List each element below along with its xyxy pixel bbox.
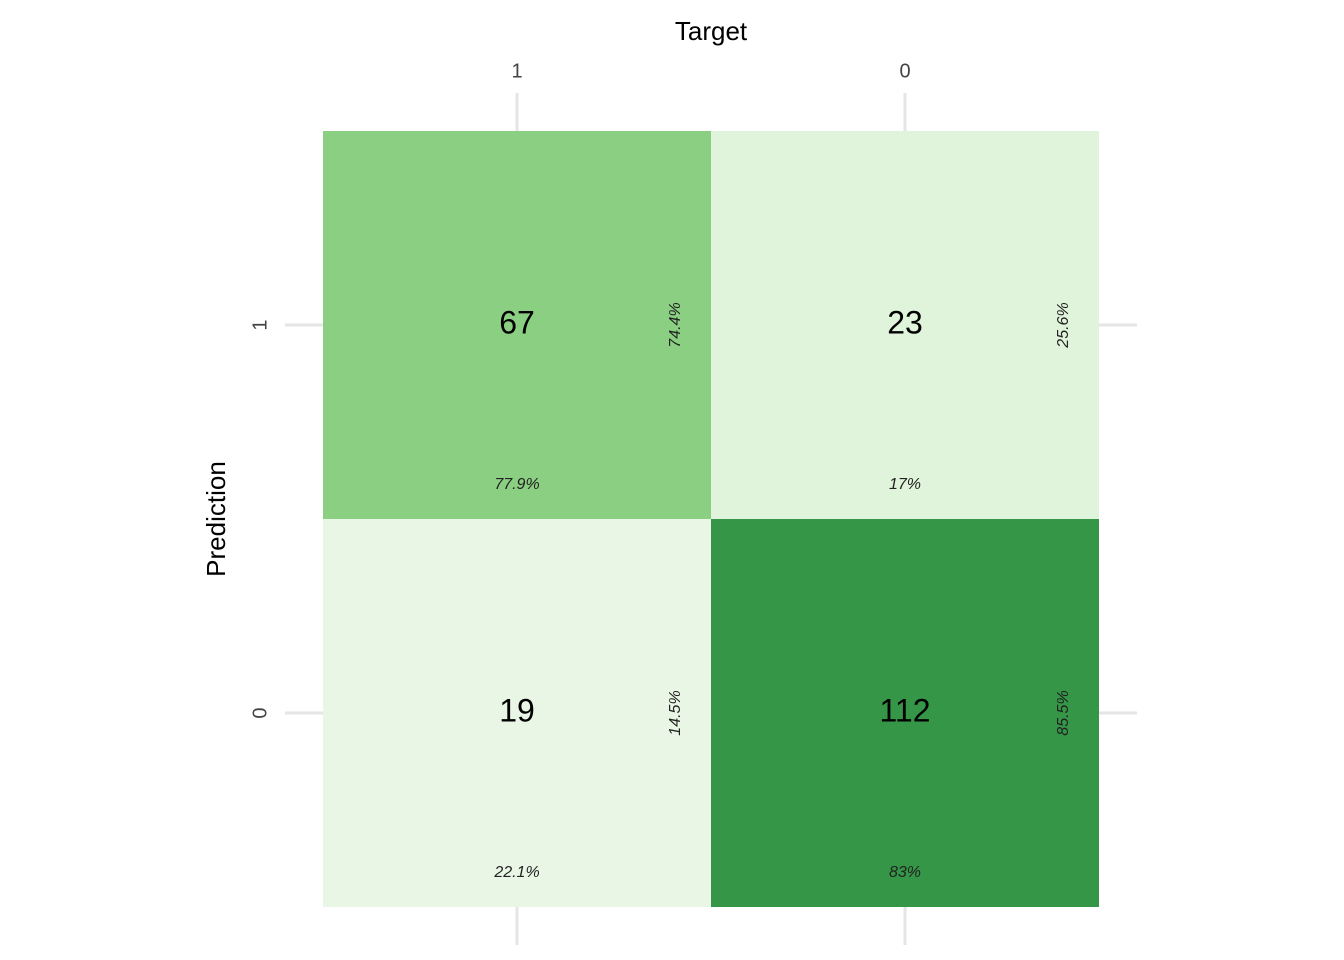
cell [323, 131, 711, 519]
cell [711, 519, 1099, 907]
cell [323, 519, 711, 907]
y-axis-label: Prediction [201, 461, 231, 577]
cell [711, 131, 1099, 519]
cell-count: 112 [879, 692, 930, 728]
cell-count: 23 [887, 304, 923, 340]
cell-count: 67 [499, 304, 535, 340]
col-percent: 17% [889, 476, 921, 493]
row-percent: 14.5% [667, 690, 684, 735]
cell-count: 19 [499, 692, 535, 728]
row-percent: 25.6% [1055, 302, 1072, 348]
x-tick-label: 1 [511, 60, 522, 82]
x-tick-label: 0 [899, 60, 910, 82]
x-axis-label: Target [675, 16, 748, 46]
col-percent: 77.9% [494, 476, 539, 493]
col-percent: 22.1% [493, 864, 539, 881]
y-tick-label: 1 [249, 319, 271, 330]
col-percent: 83% [889, 864, 921, 881]
row-percent: 85.5% [1055, 690, 1072, 735]
y-tick-label: 0 [249, 707, 271, 718]
row-percent: 74.4% [667, 302, 684, 347]
